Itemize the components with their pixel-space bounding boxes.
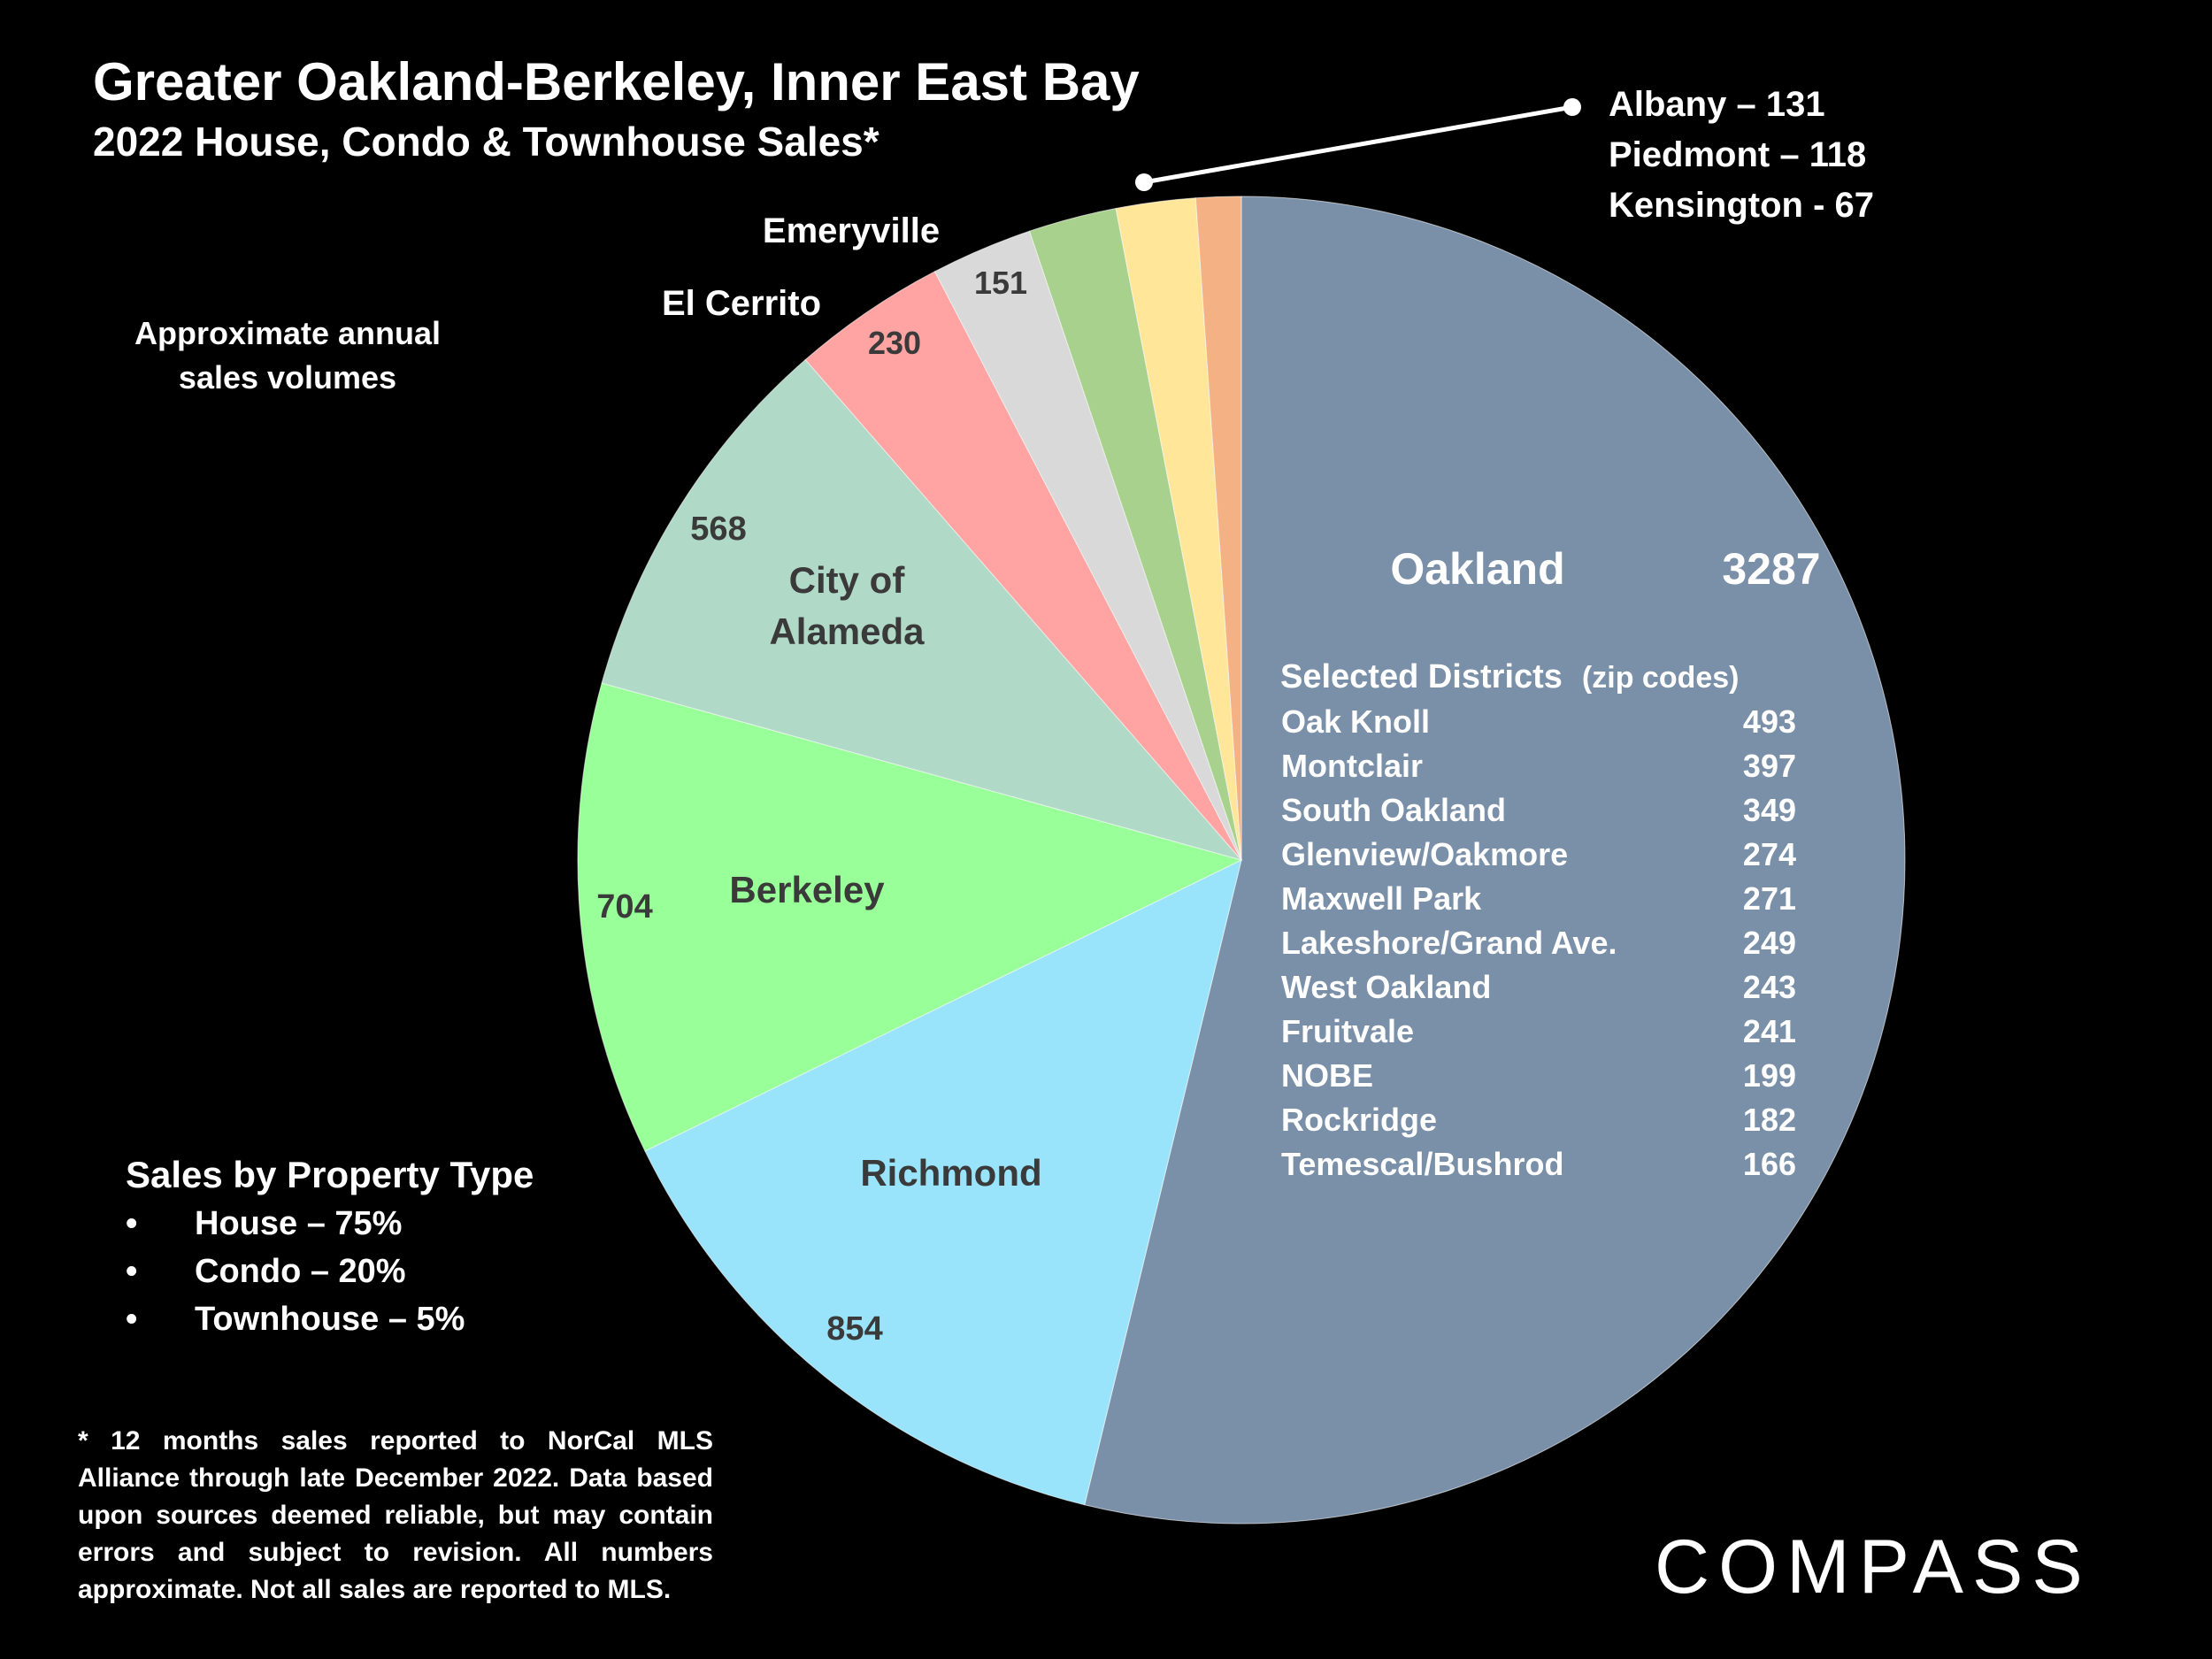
- pie-slice-oakland: [1084, 196, 1906, 1525]
- callout-leader-line: [1143, 104, 1573, 185]
- oakland-districts-panel: Selected Districts (zip codes) Oak Knoll 4…: [1280, 658, 1796, 1182]
- property-type-label: Townhouse – 5%: [195, 1301, 465, 1338]
- bullet: •: [126, 1301, 138, 1338]
- pie-slice-berkeley: [577, 682, 1243, 1152]
- property-type-item: • House – 75%: [126, 1200, 534, 1248]
- slice-value-label-city-of-alameda: 568: [690, 511, 746, 548]
- property-type-label: House – 75%: [195, 1205, 403, 1242]
- district-value: 349: [1743, 792, 1796, 828]
- callout-piedmont: Piedmont – 118: [1609, 135, 1867, 174]
- district-value: 397: [1743, 748, 1796, 784]
- district-name: Oak Knoll: [1281, 703, 1430, 740]
- slice-name-label-emeryville: Emeryville: [763, 211, 940, 250]
- district-value: 182: [1743, 1102, 1796, 1138]
- pie-slice-richmond: [644, 859, 1242, 1506]
- district-name: West Oakland: [1281, 969, 1491, 1005]
- footnote: * 12 months sales reported to NorCal MLS…: [78, 1426, 713, 1604]
- district-value: 243: [1743, 969, 1796, 1005]
- district-value: 271: [1743, 880, 1796, 917]
- callout-albany: Albany – 131: [1609, 85, 1825, 124]
- slice-value-label-richmond: 854: [826, 1310, 882, 1348]
- property-type-breakdown: Sales by Property Type • House – 75% • Con…: [126, 1150, 534, 1343]
- bullet: •: [126, 1253, 138, 1290]
- approx-note-line: Approximate annual: [134, 315, 442, 351]
- slice-value-label-el-cerrito: 230: [868, 325, 921, 361]
- district-name: South Oakland: [1281, 792, 1506, 828]
- district-value: 199: [1743, 1057, 1796, 1094]
- slice-name-label-richmond: Richmond: [860, 1152, 1041, 1194]
- slice-value-label-berkeley: 704: [596, 888, 652, 926]
- approximate-volumes-note: Approximate annual sales volumes: [124, 311, 451, 400]
- district-value: 166: [1743, 1146, 1796, 1182]
- callout-leader-dot-start: [1135, 173, 1153, 191]
- district-value: 241: [1743, 1013, 1796, 1049]
- district-name: Fruitvale: [1281, 1013, 1414, 1049]
- slice-value-label-emeryville: 151: [974, 265, 1027, 301]
- district-value: 493: [1743, 703, 1796, 740]
- district-value: 274: [1743, 836, 1796, 872]
- page-subtitle: 2022 House, Condo & Townhouse Sales*: [93, 119, 879, 165]
- district-name: Glenview/Oakmore: [1281, 836, 1568, 872]
- district-name: Maxwell Park: [1281, 880, 1482, 917]
- approx-note-line: sales volumes: [178, 359, 397, 396]
- page-title: Greater Oakland-Berkeley, Inner East Bay: [93, 52, 1140, 111]
- callout-kensington: Kensington - 67: [1609, 186, 1875, 225]
- property-type-label: Condo – 20%: [195, 1253, 406, 1290]
- bullet: •: [126, 1205, 138, 1242]
- property-type-title: Sales by Property Type: [126, 1154, 534, 1195]
- property-type-item: • Townhouse – 5%: [126, 1295, 534, 1343]
- property-type-item: • Condo – 20%: [126, 1248, 534, 1295]
- compass-logo: COMPASS: [1655, 1525, 2092, 1609]
- district-name: Rockridge: [1281, 1102, 1437, 1138]
- district-name: NOBE: [1281, 1057, 1373, 1094]
- pie-slice-kensington: [1194, 196, 1242, 861]
- district-name: Montclair: [1281, 748, 1423, 784]
- callout-leader-dot-end: [1563, 98, 1581, 116]
- slice-name-label-el-cerrito: El Cerrito: [662, 284, 821, 323]
- slice-name-label-city-of-alameda: Alameda: [769, 611, 925, 652]
- slice-value-label-oakland: 3287: [1722, 544, 1820, 594]
- district-name: Lakeshore/Grand Ave.: [1281, 925, 1617, 961]
- pie-slice-city-of-alameda: [601, 358, 1243, 861]
- district-name: Temescal/Bushrod: [1281, 1146, 1563, 1182]
- districts-header: Selected Districts (zip codes): [1280, 658, 1740, 695]
- district-value: 249: [1743, 925, 1796, 961]
- slice-name-label-berkeley: Berkeley: [729, 869, 885, 910]
- small-cities-callout: Albany – 131 Piedmont – 118 Kensington -…: [1609, 80, 1874, 231]
- slice-name-label-oakland: Oakland: [1390, 544, 1564, 594]
- slice-name-label-city-of-alameda: City of: [789, 559, 906, 601]
